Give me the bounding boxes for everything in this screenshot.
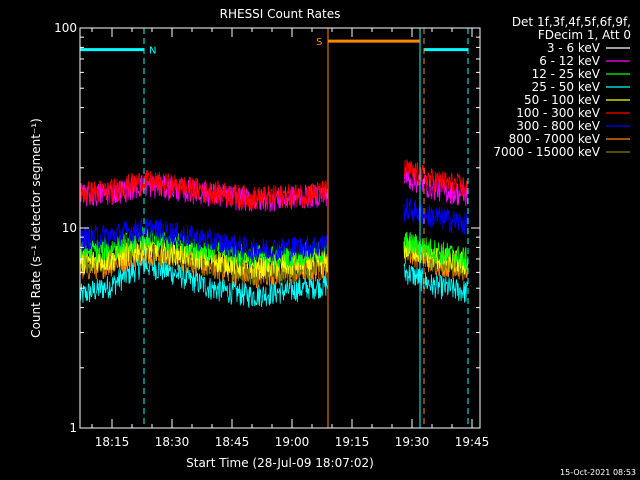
x-tick-label-5: 19:30 — [395, 435, 430, 449]
chart-title: RHESSI Count Rates — [220, 7, 341, 21]
y-axis: 1 10 100 — [54, 21, 480, 435]
series-line-300_800keV — [79, 197, 469, 264]
legend-header-0: Det 1f,3f,4f,5f,6f,9f, — [512, 15, 631, 29]
legend-label-2: 12 - 25 keV — [532, 67, 601, 81]
x-tick-label-1: 18:30 — [155, 435, 190, 449]
series-line-3_6keV — [79, 203, 469, 254]
series-layer — [79, 158, 469, 309]
timestamp: 15-Oct-2021 08:53 — [560, 468, 636, 477]
series-line-25_50keV — [79, 255, 469, 309]
x-tick-label-0: 18:15 — [95, 435, 130, 449]
x-tick-label-6: 19:45 — [455, 435, 490, 449]
flag-label-S: S — [316, 37, 322, 48]
x-axis: 18:15 18:30 18:45 19:00 19:15 19:30 19:45 — [91, 28, 490, 449]
legend: Det 1f,3f,4f,5f,6f,9f,FDecim 1, Att 03 -… — [493, 15, 631, 159]
legend-label-3: 25 - 50 keV — [532, 80, 601, 94]
y-tick-label-2: 100 — [54, 21, 77, 35]
legend-label-8: 7000 - 15000 keV — [493, 145, 600, 159]
x-axis-label: Start Time (28-Jul-09 18:07:02) — [186, 456, 374, 470]
legend-label-0: 3 - 6 keV — [547, 41, 601, 55]
plot-area: N S 18:15 18:30 18:45 19:00 19:15 19:30 19:45 1… — [54, 21, 489, 449]
x-tick-label-2: 18:45 — [215, 435, 250, 449]
legend-label-5: 100 - 300 keV — [516, 106, 600, 120]
x-tick-label-4: 19:15 — [335, 435, 370, 449]
y-tick-label-0: 1 — [69, 421, 77, 435]
y-tick-label-1: 10 — [62, 221, 77, 235]
series-line-100_300keV — [79, 158, 469, 210]
legend-header-1: FDecim 1, Att 0 — [538, 28, 631, 42]
flag-label-N: N — [149, 46, 156, 57]
legend-label-7: 800 - 7000 keV — [509, 132, 601, 146]
legend-label-6: 300 - 800 keV — [516, 119, 600, 133]
series-line-12_25keV — [79, 226, 469, 270]
x-tick-label-3: 19:00 — [275, 435, 310, 449]
legend-label-4: 50 - 100 keV — [524, 93, 601, 107]
y-axis-label: Count Rate (s⁻¹ detector segment⁻¹) — [29, 118, 43, 338]
legend-label-1: 6 - 12 keV — [539, 54, 601, 68]
